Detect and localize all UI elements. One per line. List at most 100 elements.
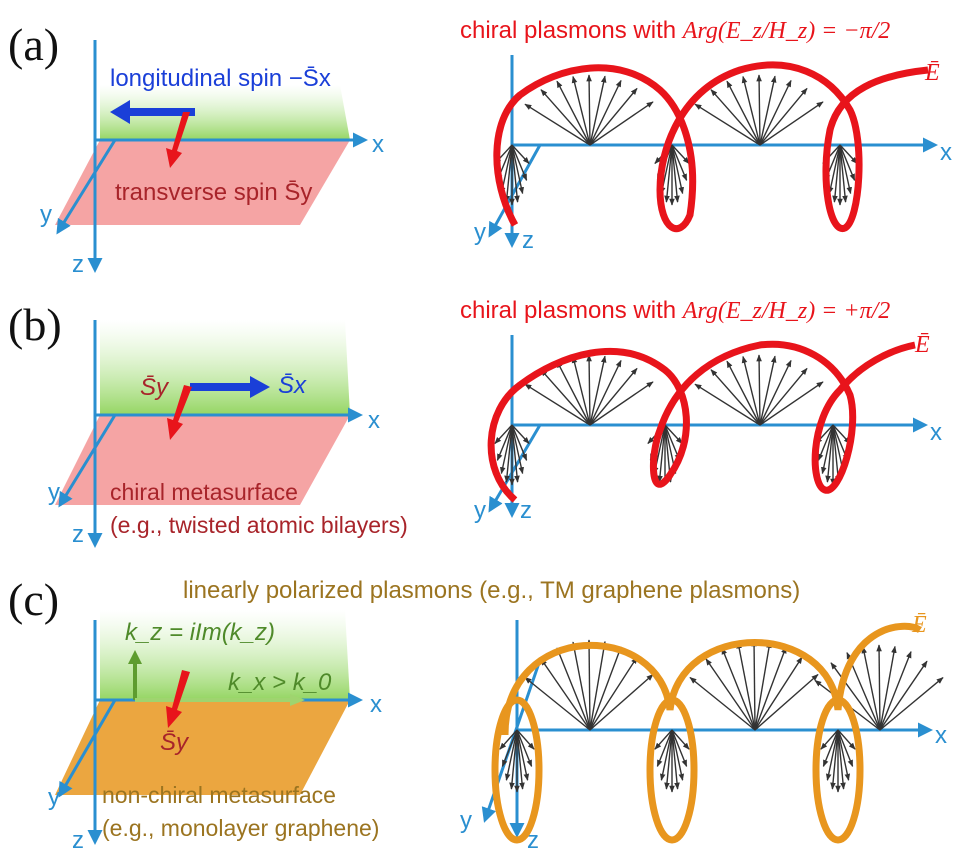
field-vector-arrow — [839, 144, 852, 195]
spin-y-label: S̄y — [160, 729, 190, 756]
field-vectors-lower — [494, 424, 851, 486]
field-vector-arrow — [671, 729, 690, 750]
field-vector-arrow — [756, 74, 762, 146]
z-axis-label: z — [72, 251, 84, 278]
spin-y-label: S̄y — [140, 374, 170, 401]
field-vectors-upper — [524, 639, 944, 731]
panel-a-schematic: x y z longitudinal spin −S̄x transverse … — [40, 40, 384, 278]
field-vector-arrow — [671, 144, 690, 165]
field-vector-arrow — [511, 424, 524, 475]
field-vector-arrow — [694, 383, 761, 426]
field-vector-arrow — [710, 89, 761, 146]
field-vector-arrow — [879, 660, 928, 731]
field-vectors-lower — [499, 729, 856, 793]
x-axis-label: x — [368, 407, 380, 434]
field-vector-arrow — [589, 646, 622, 731]
field-vector-arrow — [861, 646, 881, 731]
field-vector-arrow — [820, 729, 839, 750]
panel-a-helix: x y z Ē — [474, 55, 952, 254]
field-label: Ē — [924, 60, 940, 86]
field-vector-arrow — [499, 729, 518, 750]
spin-x-label: S̄x — [278, 372, 307, 399]
field-vector-arrow — [556, 80, 591, 146]
caption-line-2: (e.g., twisted atomic bilayers) — [110, 512, 408, 538]
field-vector-arrow — [571, 355, 591, 426]
field-vector-arrow — [586, 639, 592, 731]
evanescent-field-region — [100, 85, 350, 140]
field-vector-arrow — [759, 87, 808, 146]
field-vector-arrow — [759, 355, 777, 426]
metasurface-plane — [55, 415, 350, 505]
field-vector-arrow — [524, 383, 591, 426]
field-vector-arrow — [504, 144, 513, 203]
field-vector-arrow — [504, 424, 513, 483]
field-vector-arrow — [496, 424, 513, 461]
field-vector-arrow — [876, 644, 882, 731]
y-axis-label: y — [460, 807, 472, 834]
field-vector-arrow — [817, 424, 834, 461]
field-vector-arrow — [500, 424, 513, 475]
transverse-spin-label: transverse spin S̄y — [115, 179, 312, 206]
field-vector-arrow — [736, 641, 756, 731]
field-vector-arrow — [759, 359, 792, 426]
field-vector-arrow — [671, 144, 680, 203]
transverse-spin-arrow — [166, 670, 190, 728]
y-axis — [58, 414, 117, 508]
panel-c-schematic: x y z k_z = iIm(k_z) k_x > k_0 S̄y non-c… — [48, 610, 382, 854]
field-vector-arrow — [664, 729, 673, 790]
electric-field-upper-arcs — [501, 622, 922, 736]
field-vector-arrow — [511, 144, 530, 165]
field-vector-arrow — [821, 424, 834, 475]
longitudinal-spin-arrow — [190, 376, 270, 398]
field-vector-arrow — [516, 729, 530, 781]
panel-b-schematic: x y z S̄y S̄x chiral metasurface (e.g., … — [48, 320, 408, 548]
y-axis-label: y — [474, 497, 486, 524]
field-vector-arrow — [589, 640, 607, 731]
field-vector-arrow — [556, 360, 591, 426]
field-vector-arrow — [830, 729, 839, 790]
y-axis-label: y — [40, 201, 52, 228]
z-axis-label: z — [72, 521, 84, 548]
field-vector-arrow — [589, 79, 622, 146]
field-vector-arrow — [837, 729, 846, 790]
caption-line-2: (e.g., monolayer graphene) — [102, 815, 379, 841]
field-vector-arrow — [571, 75, 591, 146]
y-axis — [56, 139, 117, 235]
field-vector-arrow — [589, 367, 638, 426]
field-vector-arrow — [656, 729, 673, 768]
field-vector-arrow — [571, 641, 591, 731]
y-axis — [58, 699, 117, 798]
field-vector-arrow — [516, 729, 535, 750]
field-vector-arrow — [756, 354, 762, 426]
field-vector-arrow — [710, 369, 761, 426]
field-vector-arrow — [837, 729, 856, 750]
transverse-spin-arrow — [167, 385, 192, 440]
field-vector-arrow — [586, 74, 592, 146]
longitudinal-spin-label: longitudinal spin −S̄x — [110, 65, 331, 92]
panel-b-label: (b) — [8, 299, 62, 350]
panel-a: (a) x y z longitudinal spin −S̄x transve… — [8, 17, 952, 278]
field-vector-arrow — [825, 729, 839, 781]
field-vector-arrow — [759, 75, 777, 146]
y-axis — [488, 144, 542, 238]
panel-c-title: linearly polarized plasmons (e.g., TM gr… — [183, 577, 800, 604]
field-vector-arrow — [589, 656, 638, 731]
field-vector-arrow — [509, 729, 518, 790]
electric-field-lobe-3 — [812, 696, 864, 844]
field-vector-arrow — [726, 80, 761, 146]
panel-b: (b) x y z S̄y S̄x chiral metasurface (e.… — [8, 297, 942, 548]
panel-a-title: chiral plasmons with Arg(E_z/H_z) = −π/2 — [460, 17, 890, 44]
field-vector-arrow — [726, 360, 761, 426]
field-vector-arrow — [664, 424, 681, 461]
field-vector-arrow — [754, 646, 787, 731]
field-vector-arrow — [879, 677, 944, 731]
field-vectors-upper — [524, 354, 824, 426]
field-vector-arrow — [540, 89, 591, 146]
field-vector-arrow — [494, 424, 513, 445]
y-axis-label: y — [48, 784, 60, 811]
field-vector-arrow — [657, 424, 666, 483]
field-vector-arrow — [516, 729, 533, 768]
field-vector-arrow — [754, 673, 819, 731]
field-vector-arrow — [879, 645, 897, 731]
evanescent-field-region — [100, 610, 350, 700]
